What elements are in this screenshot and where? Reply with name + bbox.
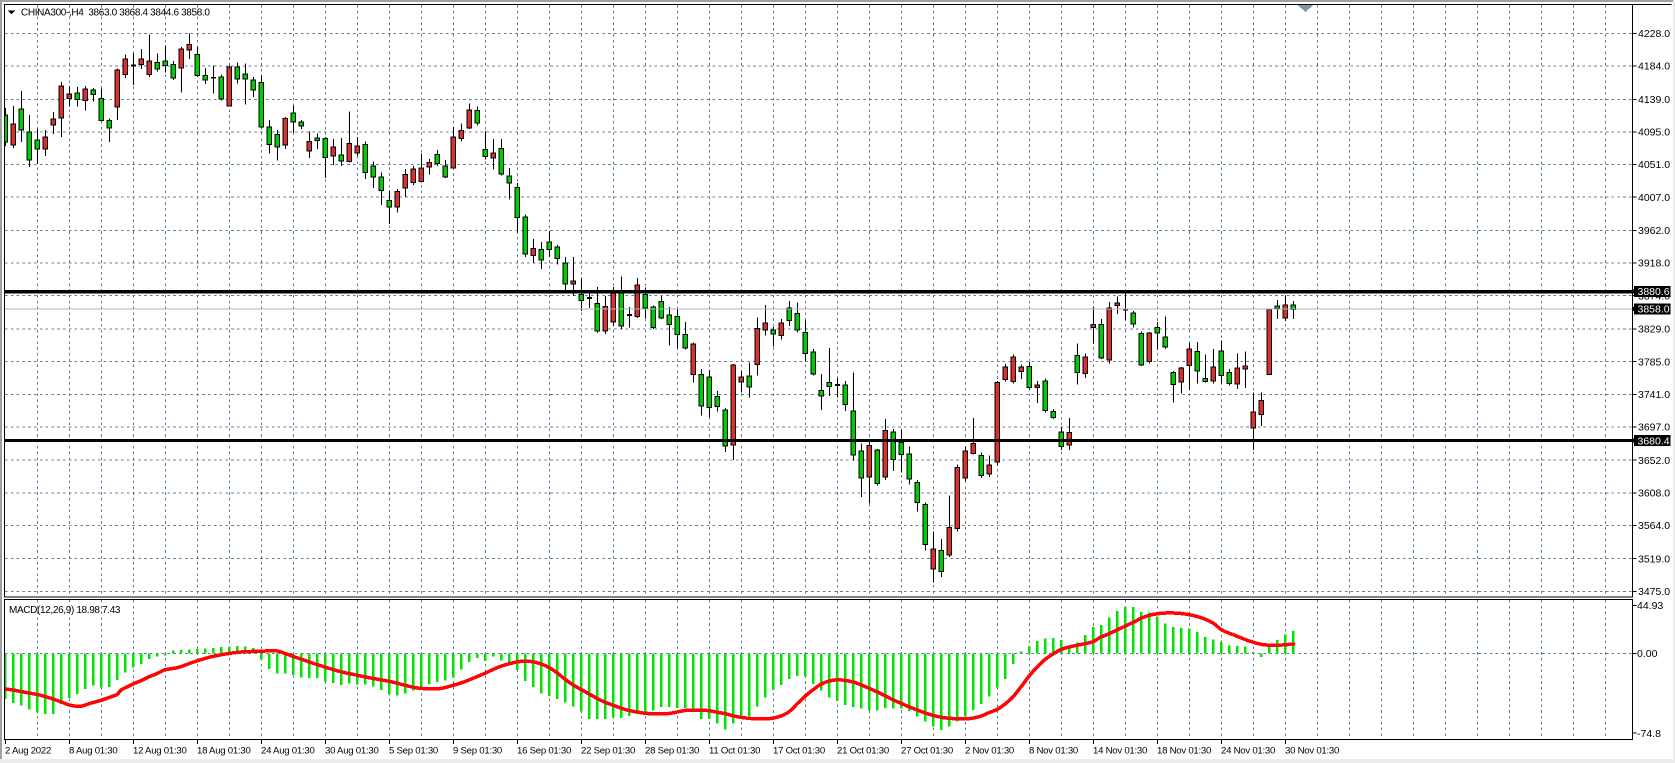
svg-text:24 Aug 01:30: 24 Aug 01:30 xyxy=(261,746,315,757)
svg-text:22 Sep 01:30: 22 Sep 01:30 xyxy=(581,746,635,757)
svg-text:3918.0: 3918.0 xyxy=(1638,258,1670,270)
svg-text:17 Oct 01:30: 17 Oct 01:30 xyxy=(773,746,825,757)
svg-text:12 Aug 01:30: 12 Aug 01:30 xyxy=(133,746,187,757)
svg-text:2 Nov 01:30: 2 Nov 01:30 xyxy=(965,746,1014,757)
svg-text:3697.0: 3697.0 xyxy=(1638,422,1670,434)
svg-text:3858.0: 3858.0 xyxy=(1638,304,1670,316)
svg-text:3680.4: 3680.4 xyxy=(1638,435,1670,447)
svg-text:4095.0: 4095.0 xyxy=(1638,127,1670,139)
svg-text:3564.0: 3564.0 xyxy=(1638,520,1670,532)
svg-text:27 Oct 01:30: 27 Oct 01:30 xyxy=(901,746,953,757)
svg-text:3962.0: 3962.0 xyxy=(1638,225,1670,237)
svg-text:21 Oct 01:30: 21 Oct 01:30 xyxy=(837,746,889,757)
svg-text:4228.0: 4228.0 xyxy=(1638,28,1670,40)
svg-text:18 Aug 01:30: 18 Aug 01:30 xyxy=(197,746,251,757)
svg-text:8 Nov 01:30: 8 Nov 01:30 xyxy=(1029,746,1078,757)
svg-text:30 Nov 01:30: 30 Nov 01:30 xyxy=(1285,746,1339,757)
svg-text:3652.0: 3652.0 xyxy=(1638,455,1670,467)
svg-text:44.93: 44.93 xyxy=(1637,600,1663,612)
svg-text:30 Aug 01:30: 30 Aug 01:30 xyxy=(325,746,379,757)
svg-text:CHINA300-,H4 3863.0 3868.4 38: CHINA300-,H4 3863.0 3868.4 3844.6 3858.0 xyxy=(21,8,210,19)
svg-text:11 Oct 01:30: 11 Oct 01:30 xyxy=(709,746,760,757)
svg-text:0.00: 0.00 xyxy=(1637,648,1658,660)
svg-text:4184.0: 4184.0 xyxy=(1638,61,1670,73)
svg-text:9 Sep 01:30: 9 Sep 01:30 xyxy=(453,746,502,757)
svg-text:4051.0: 4051.0 xyxy=(1638,159,1670,171)
svg-text:3741.0: 3741.0 xyxy=(1638,389,1670,401)
svg-text:MACD(12,26,9) 18.98 7.43: MACD(12,26,9) 18.98 7.43 xyxy=(9,605,121,616)
svg-text:28 Sep 01:30: 28 Sep 01:30 xyxy=(645,746,699,757)
svg-text:14 Nov 01:30: 14 Nov 01:30 xyxy=(1093,746,1147,757)
svg-text:-74.8: -74.8 xyxy=(1637,728,1661,740)
svg-text:3829.0: 3829.0 xyxy=(1638,324,1670,336)
svg-text:4139.0: 4139.0 xyxy=(1638,94,1670,106)
svg-text:24 Nov 01:30: 24 Nov 01:30 xyxy=(1221,746,1275,757)
svg-text:4007.0: 4007.0 xyxy=(1638,192,1670,204)
svg-text:8 Aug 01:30: 8 Aug 01:30 xyxy=(69,746,117,757)
svg-text:3785.0: 3785.0 xyxy=(1638,356,1670,368)
svg-text:2 Aug 2022: 2 Aug 2022 xyxy=(5,746,51,757)
svg-text:16 Sep 01:30: 16 Sep 01:30 xyxy=(517,746,571,757)
svg-text:3608.0: 3608.0 xyxy=(1638,487,1670,499)
svg-text:3519.0: 3519.0 xyxy=(1638,553,1670,565)
svg-text:18 Nov 01:30: 18 Nov 01:30 xyxy=(1157,746,1211,757)
svg-text:5 Sep 01:30: 5 Sep 01:30 xyxy=(389,746,438,757)
svg-text:3475.0: 3475.0 xyxy=(1638,586,1670,598)
svg-text:3880.6: 3880.6 xyxy=(1638,286,1670,298)
